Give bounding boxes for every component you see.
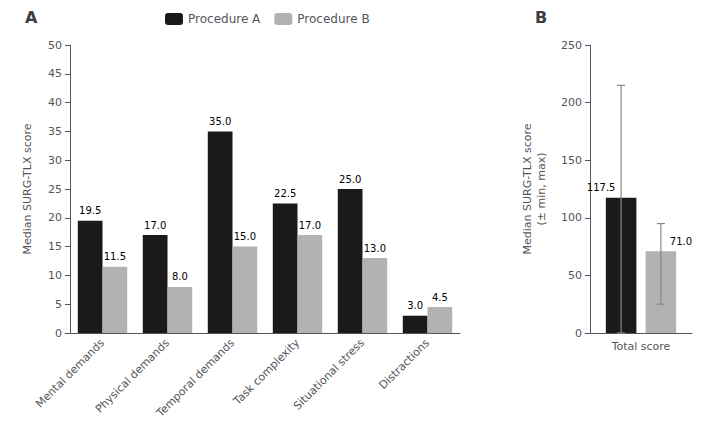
svg-text:30: 30	[48, 154, 62, 167]
svg-text:Procedure B: Procedure B	[297, 12, 369, 26]
svg-text:20: 20	[48, 211, 62, 224]
svg-text:150: 150	[561, 154, 582, 167]
svg-text:Procedure A: Procedure A	[188, 12, 261, 26]
svg-text:22.5: 22.5	[274, 188, 296, 199]
svg-text:35.0: 35.0	[209, 116, 231, 127]
svg-text:17.0: 17.0	[299, 220, 321, 231]
svg-text:25.0: 25.0	[339, 174, 361, 185]
svg-text:50: 50	[568, 269, 582, 282]
svg-text:8.0: 8.0	[172, 271, 188, 282]
svg-text:Median SURG-TLX score: Median SURG-TLX score	[21, 123, 34, 254]
svg-text:40: 40	[48, 96, 62, 109]
svg-text:0: 0	[575, 327, 582, 340]
svg-text:100: 100	[561, 211, 582, 224]
svg-text:250: 250	[561, 39, 582, 52]
svg-text:A: A	[25, 8, 38, 27]
svg-text:11.5: 11.5	[104, 251, 126, 262]
svg-text:0: 0	[55, 327, 62, 340]
svg-text:Task complexity: Task complexity	[230, 336, 302, 408]
svg-text:Median SURG-TLX score: Median SURG-TLX score	[521, 123, 534, 254]
svg-text:15.0: 15.0	[234, 231, 256, 242]
svg-text:35: 35	[48, 125, 62, 138]
svg-text:200: 200	[561, 96, 582, 109]
svg-text:Total score: Total score	[611, 340, 671, 353]
svg-text:25: 25	[48, 183, 62, 196]
svg-text:Physical demands: Physical demands	[92, 336, 173, 416]
svg-text:15: 15	[48, 240, 62, 253]
svg-text:Distractions: Distractions	[377, 336, 433, 392]
svg-text:3.0: 3.0	[407, 300, 423, 311]
svg-text:5: 5	[55, 298, 62, 311]
svg-text:45: 45	[48, 67, 62, 80]
svg-text:117.5: 117.5	[587, 182, 616, 193]
svg-text:71.0: 71.0	[670, 236, 692, 247]
svg-text:(± min, max): (± min, max)	[535, 153, 548, 226]
svg-text:B: B	[535, 8, 547, 27]
svg-text:Temporal demands: Temporal demands	[153, 336, 237, 420]
svg-text:Situational stress: Situational stress	[291, 336, 367, 412]
svg-text:Mental demands: Mental demands	[33, 336, 107, 410]
svg-text:13.0: 13.0	[364, 243, 386, 254]
svg-text:19.5: 19.5	[79, 205, 101, 216]
svg-text:4.5: 4.5	[432, 292, 448, 303]
svg-text:17.0: 17.0	[144, 220, 166, 231]
svg-text:50: 50	[48, 39, 62, 52]
svg-text:10: 10	[48, 269, 62, 282]
